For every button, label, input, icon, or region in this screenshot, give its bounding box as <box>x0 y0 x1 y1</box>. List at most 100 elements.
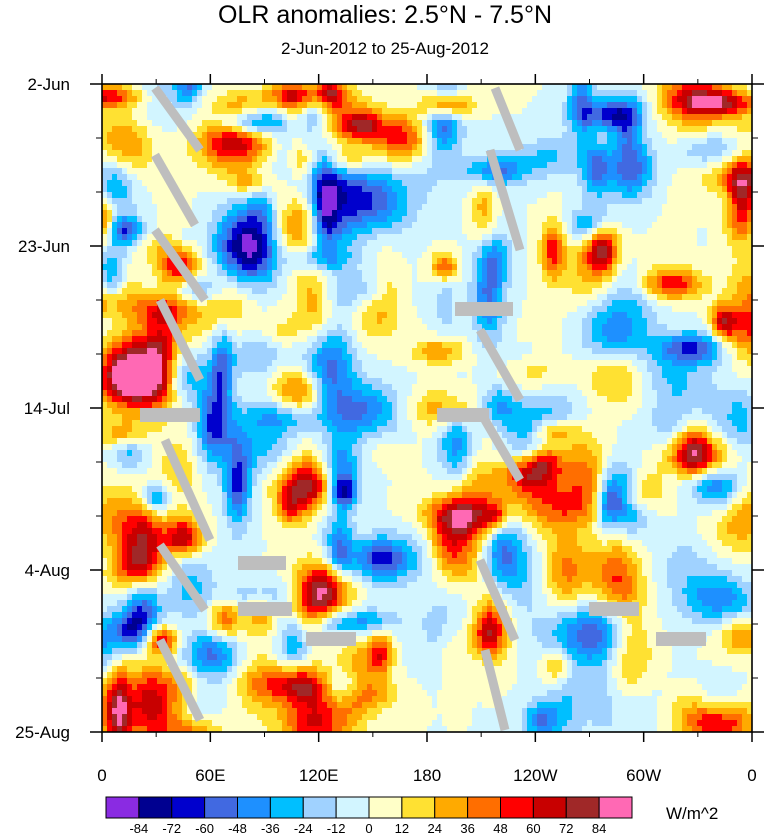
field-cell <box>597 144 603 151</box>
field-cell <box>182 216 188 223</box>
field-cell <box>362 84 368 91</box>
field-cell <box>552 132 558 139</box>
field-cell <box>337 246 343 253</box>
field-cell <box>632 132 638 139</box>
field-cell <box>677 294 683 301</box>
field-cell <box>592 168 598 175</box>
field-cell <box>487 246 493 253</box>
field-cell <box>507 192 513 199</box>
field-cell <box>682 306 688 313</box>
field-cell <box>232 180 238 187</box>
field-cell <box>537 102 543 109</box>
field-cell <box>237 240 243 247</box>
field-cell <box>287 240 293 247</box>
field-cell <box>722 306 728 313</box>
field-cell <box>247 84 253 91</box>
field-cell <box>607 270 613 277</box>
field-cell <box>152 96 158 103</box>
field-cell <box>277 264 283 271</box>
field-cell <box>397 108 403 115</box>
field-cell <box>522 138 528 145</box>
field-cell <box>257 216 263 223</box>
field-cell <box>532 288 538 295</box>
field-cell <box>732 144 738 151</box>
field-cell <box>237 312 243 319</box>
field-cell <box>352 114 358 121</box>
field-cell <box>592 228 598 235</box>
field-cell <box>452 192 458 199</box>
field-cell <box>517 270 523 277</box>
field-cell <box>732 114 738 121</box>
field-cell <box>202 252 208 259</box>
field-cell <box>422 132 428 139</box>
field-cell <box>287 168 293 175</box>
field-cell <box>522 216 528 223</box>
field-cell <box>202 222 208 229</box>
field-cell <box>492 246 498 253</box>
field-cell <box>692 180 698 187</box>
field-cell <box>522 96 528 103</box>
field-cell <box>432 270 438 277</box>
field-cell <box>232 162 238 169</box>
field-cell <box>287 312 293 319</box>
field-cell <box>322 120 328 127</box>
field-cell <box>357 138 363 145</box>
field-cell <box>192 234 198 241</box>
field-cell <box>707 198 713 205</box>
field-cell <box>672 162 678 169</box>
field-cell <box>207 288 213 295</box>
field-cell <box>417 204 423 211</box>
field-cell <box>187 108 193 115</box>
field-cell <box>267 192 273 199</box>
field-cell <box>122 90 128 97</box>
field-cell <box>677 114 683 121</box>
field-cell <box>722 192 728 199</box>
field-cell <box>402 204 408 211</box>
field-cell <box>487 108 493 115</box>
field-cell <box>542 168 548 175</box>
field-cell <box>187 150 193 157</box>
field-cell <box>597 84 603 91</box>
field-cell <box>462 294 468 301</box>
field-cell <box>587 270 593 277</box>
field-cell <box>712 222 718 229</box>
field-cell <box>377 300 383 307</box>
field-cell <box>352 276 358 283</box>
field-cell <box>637 288 643 295</box>
field-cell <box>277 90 283 97</box>
field-cell <box>702 306 708 313</box>
field-cell <box>447 258 453 265</box>
field-cell <box>447 252 453 259</box>
field-cell <box>542 258 548 265</box>
field-cell <box>477 282 483 289</box>
field-cell <box>427 186 433 193</box>
field-cell <box>372 306 378 313</box>
field-cell <box>172 240 178 247</box>
field-cell <box>372 204 378 211</box>
field-cell <box>492 228 498 235</box>
field-cell <box>437 168 443 175</box>
field-cell <box>747 216 752 223</box>
field-cell <box>252 144 258 151</box>
field-cell <box>647 90 653 97</box>
field-cell <box>312 168 318 175</box>
field-cell <box>302 282 308 289</box>
field-cell <box>617 288 623 295</box>
field-cell <box>427 240 433 247</box>
field-cell <box>347 204 353 211</box>
field-cell <box>222 252 228 259</box>
field-cell <box>302 306 308 313</box>
field-cell <box>742 264 748 271</box>
field-cell <box>707 270 713 277</box>
field-cell <box>477 180 483 187</box>
field-cell <box>592 276 598 283</box>
field-cell <box>152 192 158 199</box>
field-cell <box>312 312 318 319</box>
field-cell <box>657 240 663 247</box>
field-cell <box>252 186 258 193</box>
field-cell <box>527 288 533 295</box>
field-cell <box>327 126 333 133</box>
field-cell <box>592 294 598 301</box>
field-cell <box>732 276 738 283</box>
field-cell <box>562 204 568 211</box>
